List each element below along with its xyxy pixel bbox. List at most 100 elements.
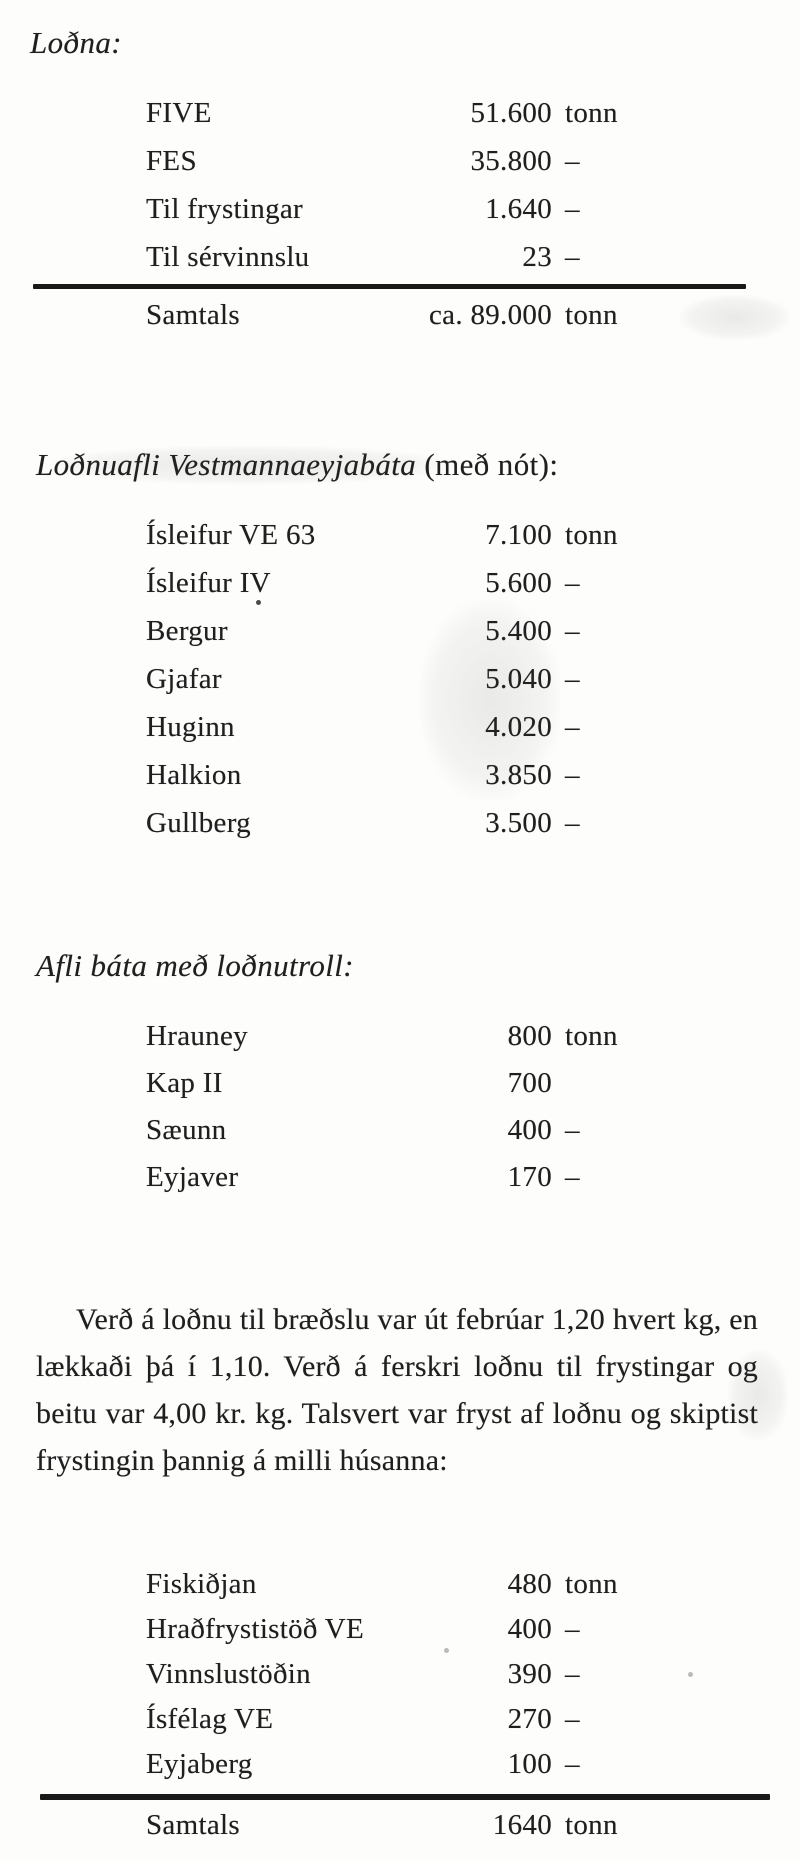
body-paragraph: Verð á loðnu til bræðslu var út febrúar … (36, 1303, 758, 1477)
row-label: Til frystingar (146, 192, 304, 225)
row-unit: – (565, 710, 580, 743)
row-value: 800 (507, 1020, 552, 1052)
table-total-rule (40, 1794, 770, 1800)
table-row: Vinnslustöðin 390 – (0, 1652, 800, 1697)
heading-text-roman: (með nót): (416, 447, 559, 482)
row-value: 3.850 (485, 758, 552, 791)
table-total-row: Samtals ca. 89.000 tonn (0, 293, 800, 337)
row-label: Vinnslustöðin (146, 1658, 311, 1690)
table-boats-not: Ísleifur VE 63 7.100 tonn Ísleifur IV 5.… (0, 511, 800, 847)
row-unit: – (565, 806, 580, 839)
row-label: Gullberg (146, 806, 251, 839)
row-value: 51.600 (470, 96, 552, 129)
table-row: Bergur 5.400 – (0, 607, 800, 655)
table-row: Gjafar 5.040 – (0, 655, 800, 703)
table-row: FES 35.800 – (0, 137, 800, 185)
row-value: 400 (507, 1114, 552, 1146)
section-heading-lodnutroll: Afli báta með loðnutroll: (36, 946, 354, 986)
row-value: 700 (507, 1067, 552, 1099)
row-label: Ísleifur IV (146, 566, 271, 599)
row-unit: – (565, 1161, 580, 1193)
row-value: 5.600 (485, 566, 552, 599)
row-unit: – (565, 566, 580, 599)
row-label: Hraðfrystistöð VE (146, 1613, 365, 1645)
scan-dot (444, 1648, 449, 1653)
table-row: Til frystingar 1.640 – (0, 185, 800, 233)
row-unit: – (565, 614, 580, 647)
table-row: Fiskiðjan 480 tonn (0, 1562, 800, 1607)
total-label: Samtals (146, 298, 240, 331)
row-value: 480 (507, 1568, 552, 1600)
table-row: Til sérvinnslu 23 – (0, 233, 800, 281)
row-value: 23 (522, 240, 552, 273)
row-value: 170 (507, 1161, 552, 1193)
scan-dot (688, 1672, 693, 1677)
row-label: FES (146, 144, 197, 177)
row-label: Hrauney (146, 1020, 248, 1052)
row-value: 3.500 (485, 806, 552, 839)
section-heading-lodna: Loðna: (30, 23, 122, 63)
row-unit: – (565, 662, 580, 695)
row-unit: – (565, 1703, 580, 1735)
row-value: 100 (507, 1748, 552, 1780)
row-value: 5.040 (485, 662, 552, 695)
table-row: Eyjaberg 100 – (0, 1742, 800, 1787)
row-value: 5.400 (485, 614, 552, 647)
row-unit: – (565, 192, 580, 225)
total-label: Samtals (146, 1808, 240, 1841)
row-value: 1.640 (485, 192, 552, 225)
row-unit: – (565, 144, 580, 177)
row-unit: tonn (565, 1568, 618, 1600)
row-label: Huginn (146, 710, 235, 743)
table-row: Sæunn 400 – (0, 1107, 800, 1154)
row-unit: – (565, 1114, 580, 1146)
row-unit: tonn (565, 1020, 618, 1052)
heading-text: Afli báta með loðnutroll: (36, 948, 354, 983)
row-label: FIVE (146, 96, 212, 129)
total-value: ca. 89.000 (429, 298, 552, 331)
table-boats-troll: Hrauney 800 tonn Kap II 700 Sæunn 400 – … (0, 1013, 800, 1201)
row-label: Til sérvinnslu (146, 240, 310, 273)
row-label: Bergur (146, 614, 228, 647)
table-total-row: Samtals 1640 tonn (0, 1803, 800, 1847)
row-unit: – (565, 240, 580, 273)
total-unit: tonn (565, 298, 618, 331)
row-unit: – (565, 758, 580, 791)
table-row: Ísleifur VE 63 7.100 tonn (0, 511, 800, 559)
row-unit: tonn (565, 518, 618, 551)
row-label: Sæunn (146, 1114, 227, 1146)
heading-text: Loðna: (30, 25, 122, 60)
total-unit: tonn (565, 1808, 618, 1841)
heading-text-italic: Loðnuafli Vestmannaeyjabáta (36, 447, 417, 482)
table-row: Kap II 700 (0, 1060, 800, 1107)
table-row: Hraðfrystistöð VE 400 – (0, 1607, 800, 1652)
table-row: Hrauney 800 tonn (0, 1013, 800, 1060)
scan-dot (256, 600, 261, 605)
row-unit: – (565, 1613, 580, 1645)
row-unit: – (565, 1658, 580, 1690)
row-label: Eyjaver (146, 1161, 239, 1193)
table-row: FIVE 51.600 tonn (0, 89, 800, 137)
row-value: 400 (507, 1613, 552, 1645)
row-value: 35.800 (470, 144, 552, 177)
row-label: Halkion (146, 758, 242, 791)
row-value: 270 (507, 1703, 552, 1735)
row-unit: tonn (565, 96, 618, 129)
row-label: Kap II (146, 1067, 223, 1099)
row-label: Ísleifur VE 63 (146, 518, 316, 551)
table-row: Ísleifur IV 5.600 – (0, 559, 800, 607)
table-row: Ísfélag VE 270 – (0, 1697, 800, 1742)
row-value: 7.100 (485, 518, 552, 551)
section-heading-lodnuafli: Loðnuafli Vestmannaeyjabáta (með nót): (36, 445, 558, 485)
row-label: Eyjaberg (146, 1748, 253, 1780)
table-row: Huginn 4.020 – (0, 703, 800, 751)
row-value: 4.020 (485, 710, 552, 743)
table-lodna-totals: FIVE 51.600 tonn FES 35.800 – Til frysti… (0, 89, 800, 281)
table-freezing-houses: Fiskiðjan 480 tonn Hraðfrystistöð VE 400… (0, 1562, 800, 1787)
row-label: Gjafar (146, 662, 222, 695)
row-label: Ísfélag VE (146, 1703, 274, 1735)
table-row: Eyjaver 170 – (0, 1154, 800, 1201)
row-label: Fiskiðjan (146, 1568, 257, 1600)
table-row: Gullberg 3.500 – (0, 799, 800, 847)
